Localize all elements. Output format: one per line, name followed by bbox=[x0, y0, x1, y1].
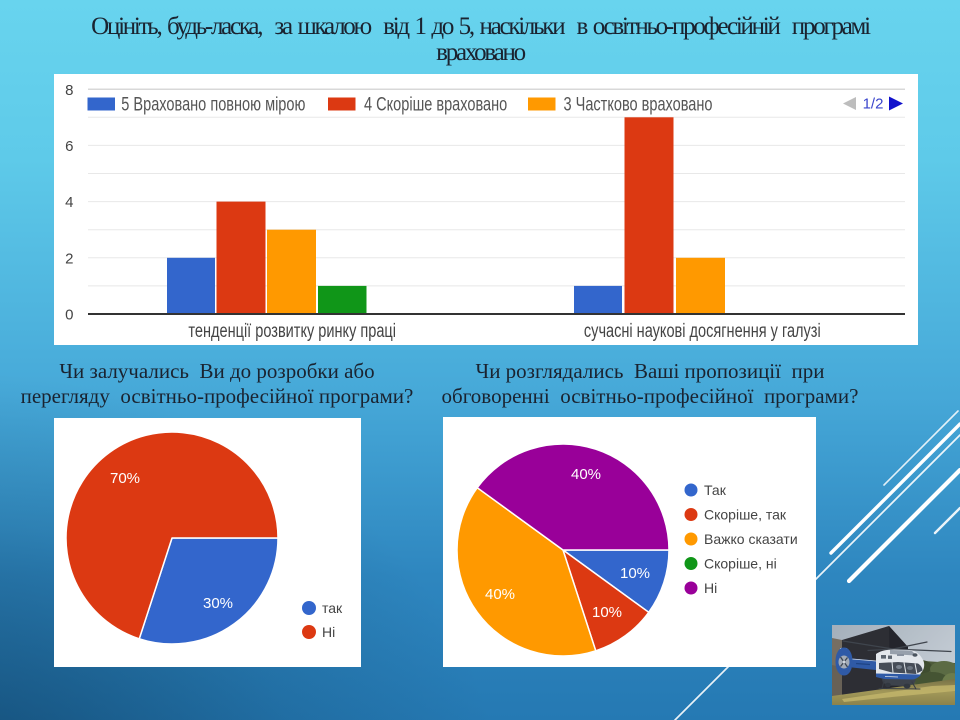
svg-text:70%: 70% bbox=[110, 470, 140, 487]
svg-text:10%: 10% bbox=[592, 604, 622, 621]
svg-text:Скоріше, ні: Скоріше, ні bbox=[704, 556, 777, 572]
svg-text:2: 2 bbox=[65, 250, 73, 267]
svg-text:1/2: 1/2 bbox=[863, 96, 884, 113]
svg-text:8: 8 bbox=[65, 82, 73, 99]
svg-text:0: 0 bbox=[65, 307, 73, 324]
svg-text:Скоріше, так: Скоріше, так bbox=[704, 507, 787, 523]
svg-text:4: 4 bbox=[65, 194, 73, 211]
svg-text:так: так bbox=[322, 600, 343, 616]
svg-text:тенденції розвитку ринку праці: тенденції розвитку ринку праці bbox=[188, 320, 396, 341]
svg-text:Так: Так bbox=[704, 482, 727, 498]
svg-text:5 Враховано повною мірою: 5 Враховано повною мірою bbox=[121, 94, 305, 115]
svg-text:сучасні наукові досягнення у г: сучасні наукові досягнення у галузі bbox=[584, 320, 821, 341]
svg-text:3 Частково враховано: 3 Частково враховано bbox=[564, 94, 713, 115]
svg-text:40%: 40% bbox=[571, 466, 601, 483]
svg-text:10%: 10% bbox=[620, 565, 650, 582]
svg-text:40%: 40% bbox=[485, 586, 515, 603]
svg-text:30%: 30% bbox=[203, 595, 233, 612]
svg-text:Ні: Ні bbox=[322, 624, 335, 640]
svg-text:Ні: Ні bbox=[704, 580, 717, 596]
svg-text:4 Скоріше враховано: 4 Скоріше враховано bbox=[364, 94, 507, 115]
svg-text:Важко сказати: Важко сказати bbox=[704, 531, 798, 547]
svg-text:6: 6 bbox=[65, 138, 73, 155]
